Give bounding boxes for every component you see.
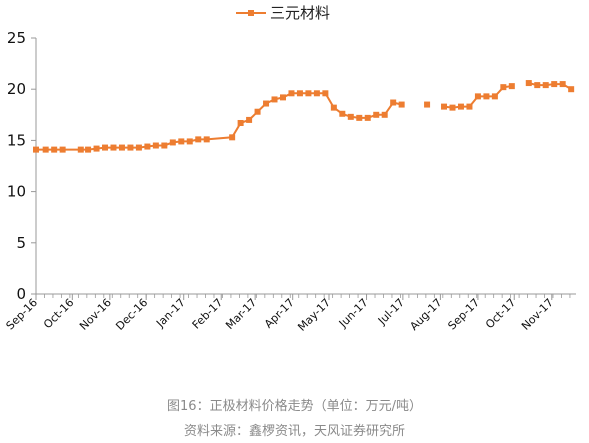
data-point	[305, 90, 312, 97]
data-point	[246, 116, 253, 123]
data-point	[178, 138, 185, 145]
data-point	[457, 103, 464, 110]
data-point	[500, 84, 507, 91]
figure-caption: 图16：正极材料价格走势（单位：万元/吨）	[167, 399, 422, 414]
data-point	[483, 93, 490, 100]
x-tick-label: Mar-17	[223, 296, 259, 332]
data-point	[127, 144, 134, 151]
data-point	[271, 96, 278, 103]
data-point	[288, 90, 295, 97]
data-point	[339, 110, 346, 117]
legend-label: 三元材料	[270, 4, 330, 22]
data-point	[51, 146, 58, 153]
y-tick-label: 0	[16, 285, 26, 303]
data-point	[110, 144, 117, 151]
data-point	[42, 146, 49, 153]
data-point	[263, 100, 270, 107]
x-tick-label: May-17	[295, 296, 333, 334]
data-point	[85, 146, 92, 153]
data-point	[186, 138, 193, 145]
data-point	[102, 144, 109, 151]
data-point	[195, 136, 202, 143]
y-tick-label: 5	[16, 234, 26, 252]
y-tick-label: 25	[7, 29, 26, 47]
data-point	[508, 83, 515, 90]
x-tick-label: Sep-17	[445, 296, 482, 333]
data-point	[279, 94, 286, 101]
x-tick-label: Nov-17	[519, 296, 556, 333]
legend-marker	[248, 10, 254, 16]
data-point	[330, 104, 337, 111]
data-point	[135, 144, 142, 151]
data-point	[254, 108, 261, 115]
data-point	[449, 104, 456, 111]
series-line	[36, 92, 402, 151]
data-point	[474, 93, 481, 100]
y-tick-label: 20	[7, 80, 26, 98]
data-point	[441, 103, 448, 110]
x-tick-label: Aug-17	[407, 296, 444, 333]
data-point	[161, 142, 168, 149]
x-tick-label: Nov-16	[77, 296, 114, 333]
x-tick-label: Jul-17	[375, 296, 407, 328]
data-point	[118, 144, 125, 151]
data-point	[322, 90, 329, 97]
y-tick-label: 10	[7, 183, 26, 201]
data-point	[542, 82, 549, 89]
data-point	[296, 90, 303, 97]
data-point	[551, 81, 558, 88]
data-point	[466, 103, 473, 110]
x-tick-label: Oct-17	[483, 296, 518, 331]
data-point	[424, 101, 431, 108]
data-point	[203, 136, 210, 143]
data-point	[525, 80, 532, 87]
data-point	[491, 93, 498, 100]
data-point	[381, 111, 388, 118]
x-tick-label: Jan-17	[153, 296, 188, 331]
data-point	[364, 114, 371, 121]
data-point	[568, 86, 575, 93]
data-point	[169, 139, 176, 146]
data-point	[313, 90, 320, 97]
data-point	[33, 146, 39, 153]
x-tick-label: Apr-17	[262, 296, 297, 331]
data-point	[229, 134, 236, 141]
data-point	[356, 114, 363, 121]
x-tick-label: Dec-16	[113, 296, 150, 333]
data-point	[534, 82, 541, 89]
data-point	[347, 113, 354, 120]
x-tick-label: Jun-17	[336, 296, 371, 331]
source-note: 资料来源：鑫椤资讯，天风证券研究所	[183, 424, 405, 439]
data-point	[559, 81, 566, 88]
data-point	[373, 111, 380, 118]
x-tick-label: Feb-17	[190, 296, 226, 332]
data-point	[77, 146, 84, 153]
data-point	[237, 119, 244, 126]
data-point	[390, 99, 397, 106]
data-point	[144, 143, 151, 150]
data-point	[59, 146, 66, 153]
data-point	[398, 101, 405, 108]
data-point	[152, 142, 159, 149]
data-point	[93, 145, 100, 152]
y-tick-label: 15	[7, 131, 26, 149]
x-tick-label: Oct-16	[41, 296, 76, 331]
